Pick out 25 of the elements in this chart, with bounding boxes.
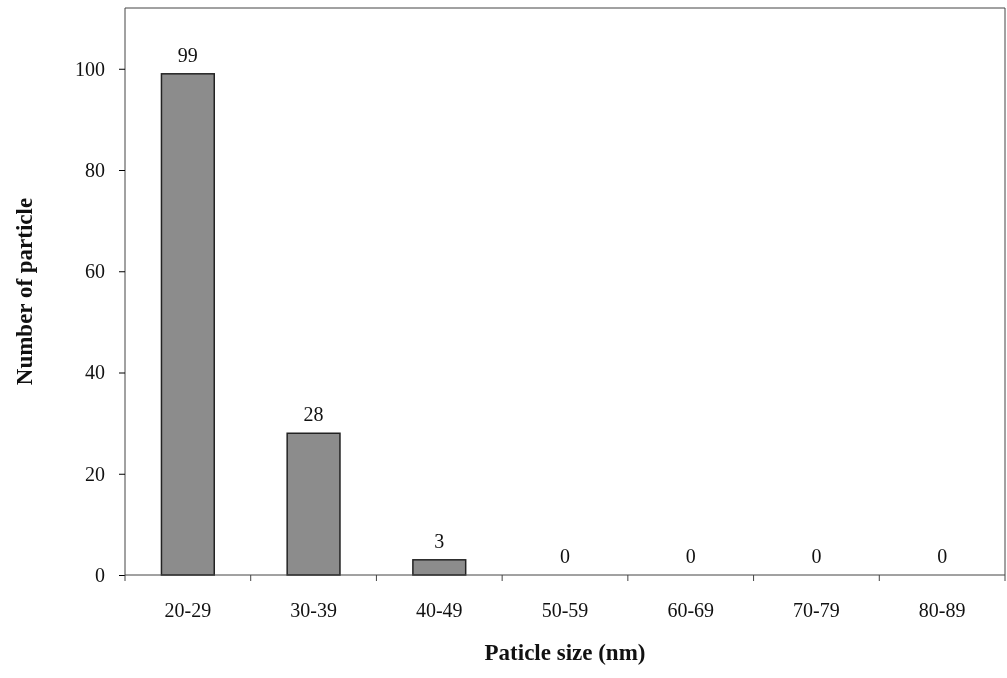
x-tick-label: 60-69 (667, 599, 715, 621)
y-tick-label: 80 (85, 158, 105, 181)
y-tick-label: 0 (95, 563, 105, 586)
data-label: 0 (811, 545, 822, 567)
data-label: 0 (560, 545, 570, 567)
data-label: 3 (434, 529, 445, 552)
x-tick-label: 80-89 (918, 599, 966, 621)
y-tick-label: 60 (85, 260, 105, 283)
bar (286, 432, 341, 576)
y-tick-label: 100 (75, 57, 105, 80)
data-label: 0 (685, 545, 696, 567)
y-axis-title: Number of particle (12, 197, 37, 386)
bar (412, 559, 467, 576)
bar (160, 73, 216, 576)
x-tick-label: 70-79 (793, 599, 840, 621)
data-label: 99 (177, 43, 198, 66)
x-tick-label: 50-59 (541, 599, 589, 621)
x-tick-label: 40-49 (415, 599, 463, 621)
x-tick-label: 30-39 (290, 599, 337, 621)
data-label: 28 (303, 403, 324, 426)
y-tick-label: 40 (85, 361, 105, 384)
data-label: 0 (937, 545, 948, 567)
x-tick-label: 20-29 (164, 599, 212, 621)
x-axis-title: Paticle size (nm) (484, 640, 646, 665)
y-tick-label: 20 (85, 462, 105, 485)
